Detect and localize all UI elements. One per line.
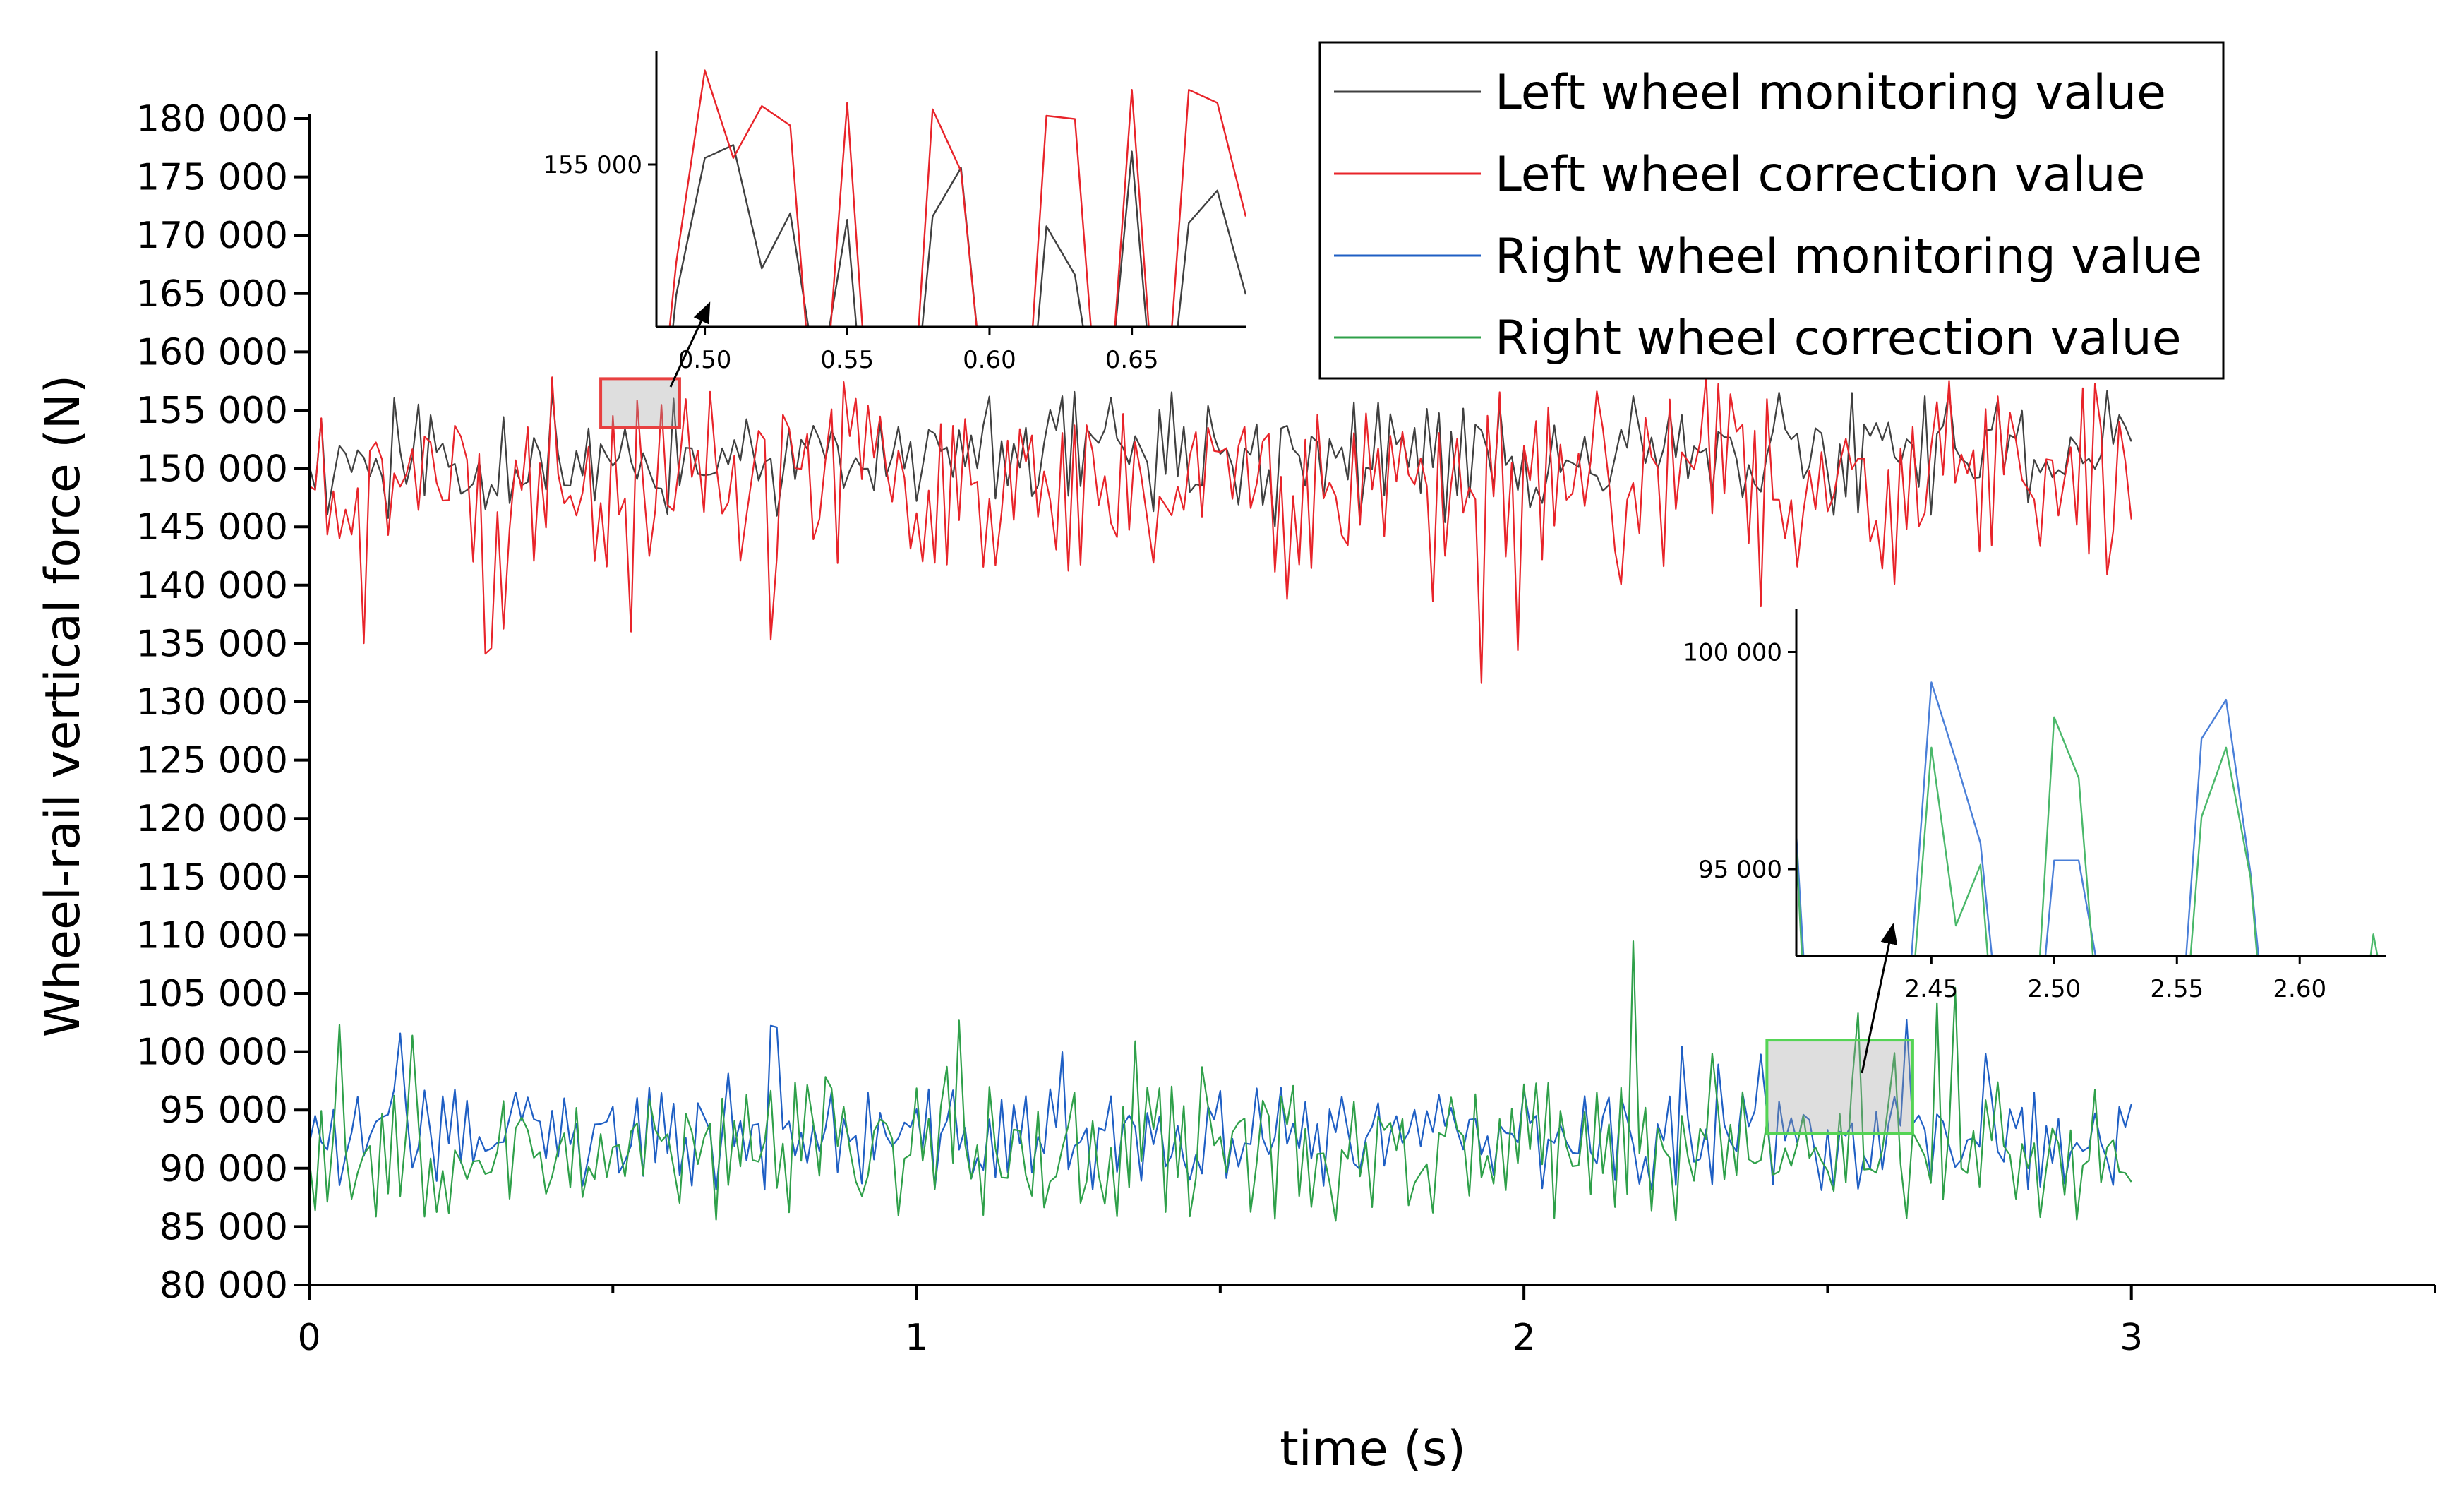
y-tick-label: 150 000: [136, 448, 288, 491]
inset-series-line-left-wheel-monitoring-value: [672, 144, 1246, 327]
y-tick-label: 175 000: [136, 157, 288, 199]
y-tick-label: 90 000: [160, 1148, 288, 1190]
y-tick-label: 155 000: [136, 390, 288, 432]
legend-box: [1318, 41, 2225, 380]
series-line-right-wheel-monitoring-value: [308, 1019, 2132, 1191]
y-tick-label: 180 000: [136, 98, 288, 140]
zoom-box-right: [1765, 1039, 1914, 1135]
left-inset: 0.50 0.55 0.60 0.65 155 000: [543, 51, 1246, 374]
legend-label: Right wheel monitoring value: [1495, 229, 2202, 285]
x-tick-label: 2: [1513, 1317, 1536, 1359]
y-tick-label: 130 000: [136, 681, 288, 724]
inset-x-tick-label: 2.50: [2027, 975, 2081, 1003]
inset-x-tick-label: 0.50: [678, 346, 732, 374]
y-tick-label: 85 000: [160, 1206, 288, 1248]
zoom-box-left: [599, 377, 681, 429]
x-axis-title: time (s): [1280, 1421, 1466, 1477]
series-line-right-wheel-correction-value: [308, 940, 2132, 1222]
zoom-arrow-right: [1861, 923, 1898, 1074]
series-line-left-wheel-monitoring-value: [308, 390, 2132, 527]
legend-label: Right wheel correction value: [1495, 311, 2182, 366]
y-tick-label: 140 000: [136, 565, 288, 607]
y-tick-label: 165 000: [136, 273, 288, 316]
zoom-arrow-left: [669, 301, 711, 388]
legend-label: Left wheel correction value: [1495, 147, 2146, 203]
y-tick-label: 145 000: [136, 506, 288, 549]
legend: Left wheel monitoring value Left wheel co…: [1318, 41, 2225, 380]
inset-series-group: [1796, 681, 2379, 956]
inset-x-tick-label: 0.55: [820, 346, 874, 374]
zoom-boxes: [599, 301, 1914, 1135]
y-tick-label: 105 000: [136, 973, 288, 1015]
inset-x-tick-label: 2.55: [2150, 975, 2204, 1003]
x-tick-label: 3: [2120, 1317, 2143, 1359]
y-axis-title: Wheel-rail vertical force (N): [35, 375, 91, 1037]
inset-series-line-left-wheel-correction-value: [668, 69, 1246, 327]
y-tick-label: 100 000: [136, 1031, 288, 1074]
y-tick-label: 135 000: [136, 623, 288, 665]
y-tick-label: 125 000: [136, 740, 288, 782]
y-tick-label: 115 000: [136, 856, 288, 899]
inset-y-tick-label: 155 000: [543, 151, 642, 179]
inset-y-tick-label: 100 000: [1683, 639, 1782, 667]
y-tick-label: 120 000: [136, 798, 288, 840]
y-tick-label: 95 000: [160, 1089, 288, 1132]
y-tick-label: 80 000: [160, 1264, 288, 1307]
inset-series-line-right-wheel-monitoring-value: [1796, 681, 2260, 956]
inset-series-group: [668, 69, 1246, 327]
legend-label: Left wheel monitoring value: [1495, 65, 2166, 121]
y-tick-label: 170 000: [136, 215, 288, 257]
series-line-left-wheel-correction-value: [308, 376, 2132, 684]
inset-x-tick-label: 0.65: [1105, 346, 1159, 374]
x-tick-label: 1: [905, 1317, 928, 1359]
inset-y-tick-label: 95 000: [1698, 856, 1782, 884]
y-tick-label: 160 000: [136, 331, 288, 373]
inset-series-line-right-wheel-correction-value: [1796, 716, 2379, 956]
right-inset: 2.45 2.50 2.55 2.60 95 000 100 000: [1683, 609, 2386, 1003]
y-tick-label: 110 000: [136, 914, 288, 957]
x-tick-label: 0: [297, 1317, 320, 1359]
inset-x-tick-label: 2.60: [2273, 975, 2326, 1003]
inset-x-tick-label: 2.45: [1905, 975, 1959, 1003]
inset-x-tick-label: 0.60: [963, 346, 1016, 374]
